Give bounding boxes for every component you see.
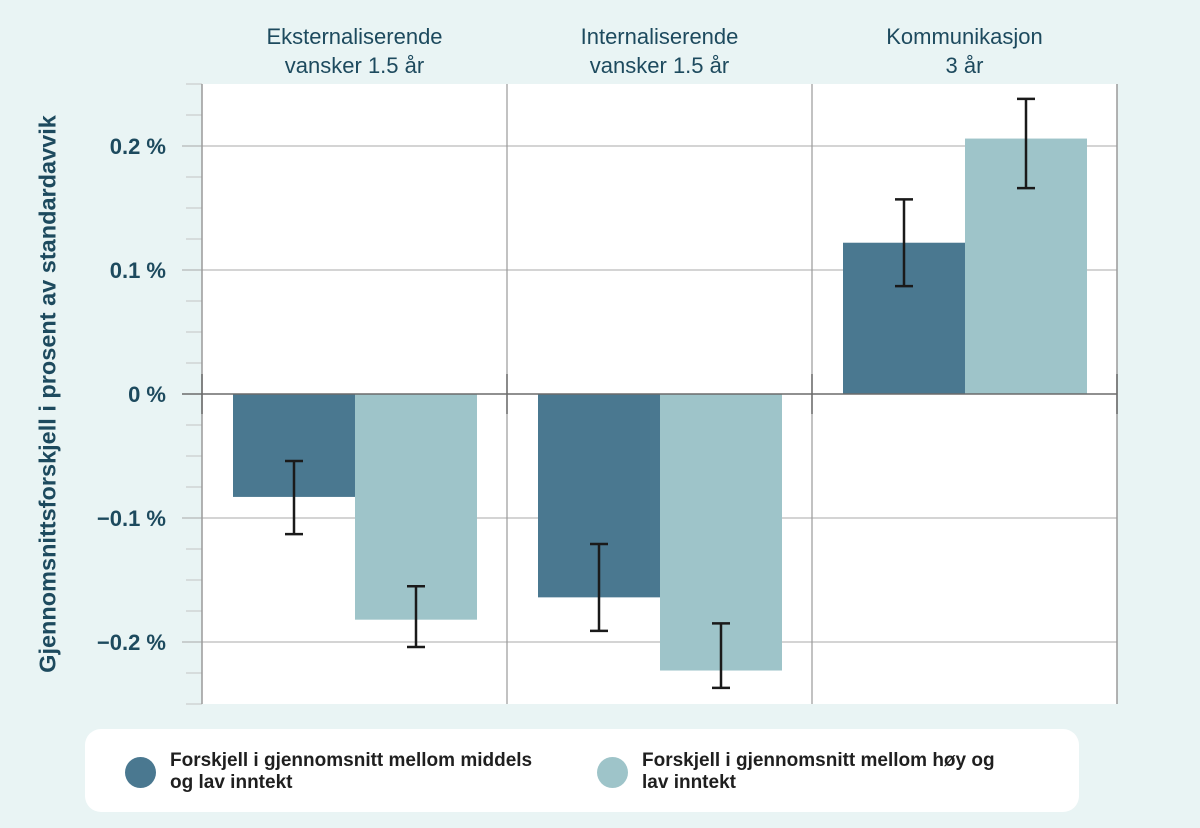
y-axis-label: Gjennomsnittsforskjell i prosent av stan… [34, 115, 61, 673]
facet-title-1-line-1: Eksternaliserende [266, 24, 443, 49]
facet-title-2-line-1: Internaliserende [580, 24, 739, 49]
legend-label-high-low: Forskjell i gjennomsnitt mellom høy og l… [642, 750, 995, 794]
legend-label-middle-low-line-1: Forskjell i gjennomsnitt mellom middels [170, 750, 533, 771]
facet-title-3-line-2: 3 år [945, 53, 984, 78]
legend-item-middle-low: Forskjell i gjennomsnitt mellom middels … [125, 750, 532, 794]
legend-swatch-middle-low [125, 756, 156, 788]
facet-title-3: Kommunikasjon 3 år [812, 22, 1117, 80]
zero-axis [182, 374, 1118, 414]
error-bars [285, 97, 1035, 690]
legend: Forskjell i gjennomsnitt mellom middels … [85, 729, 1079, 812]
y-tick-label: −0.2 % [97, 630, 166, 655]
legend-label-high-low-line-1: Forskjell i gjennomsnitt mellom høy og [642, 750, 995, 771]
facet-title-2: Internaliserende vansker 1.5 år [507, 22, 812, 80]
bar [355, 394, 477, 620]
y-tick-label: 0 % [128, 382, 166, 407]
facet-title-3-line-1: Kommunikasjon [886, 24, 1043, 49]
legend-label-middle-low: Forskjell i gjennomsnitt mellom middels … [170, 750, 532, 794]
facet-title-1: Eksternaliserende vansker 1.5 år [202, 22, 507, 80]
y-tick-labels: 0.2 % 0.1 % 0 % −0.1 % −0.2 % [97, 134, 166, 655]
legend-swatch-high-low [597, 756, 628, 788]
legend-label-high-low-line-2: lav inntekt [642, 772, 736, 793]
y-tick-label: 0.1 % [110, 258, 166, 283]
y-tick-label: 0.2 % [110, 134, 166, 159]
y-tick-label: −0.1 % [97, 506, 166, 531]
facet-title-1-line-2: vansker 1.5 år [284, 53, 425, 78]
facet-title-2-line-2: vansker 1.5 år [589, 53, 730, 78]
legend-item-high-low: Forskjell i gjennomsnitt mellom høy og l… [597, 750, 995, 794]
legend-label-middle-low-line-2: og lav inntekt [170, 772, 293, 793]
